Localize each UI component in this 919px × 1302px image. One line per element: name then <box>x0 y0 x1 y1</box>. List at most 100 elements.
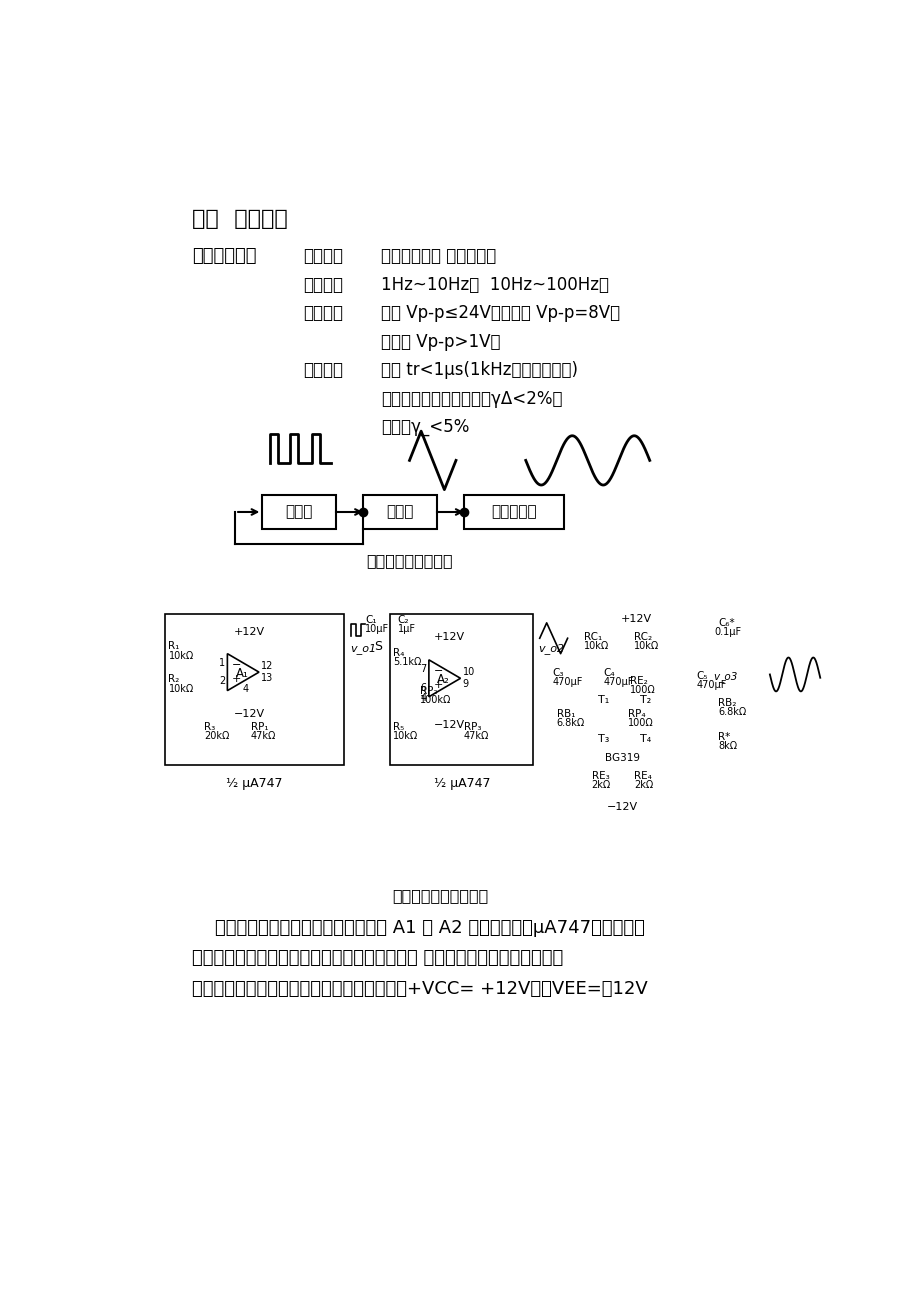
Text: R₄: R₄ <box>392 647 404 658</box>
Text: 47kΩ: 47kΩ <box>463 732 489 741</box>
Text: 正弦波γ_<5%: 正弦波γ_<5% <box>380 418 469 436</box>
Text: ½ μA747: ½ μA747 <box>226 777 282 790</box>
Text: 方波 Vp-p≤24V，三角波 Vp-p=8V，: 方波 Vp-p≤24V，三角波 Vp-p=8V， <box>380 305 619 322</box>
Text: RC₁: RC₁ <box>584 631 601 642</box>
Text: 13: 13 <box>261 673 273 684</box>
Text: 4: 4 <box>243 685 249 694</box>
Text: +12V: +12V <box>433 631 464 642</box>
Text: 2kΩ: 2kΩ <box>633 780 652 790</box>
Text: 9: 9 <box>462 680 469 690</box>
Text: v_o3: v_o3 <box>712 671 737 681</box>
Text: 10kΩ: 10kΩ <box>168 651 194 660</box>
Text: R₂: R₂ <box>168 674 179 685</box>
Text: 方波 tr<1μs(1kHz，最大输出时): 方波 tr<1μs(1kHz，最大输出时) <box>380 361 577 379</box>
Text: 470μF: 470μF <box>603 677 633 686</box>
Text: −: − <box>232 660 241 671</box>
Text: 10μF: 10μF <box>365 624 389 634</box>
Text: 10kΩ: 10kΩ <box>392 732 418 741</box>
Text: RP₄: RP₄ <box>628 710 645 719</box>
Text: −12V: −12V <box>433 720 464 730</box>
Text: 1Hz~10Hz，  10Hz~100Hz；: 1Hz~10Hz， 10Hz~100Hz； <box>380 276 608 293</box>
Text: T₃: T₃ <box>597 734 608 743</box>
Text: 100kΩ: 100kΩ <box>419 695 450 706</box>
Text: 6.8kΩ: 6.8kΩ <box>556 719 584 728</box>
Bar <box>463 495 564 529</box>
Bar <box>363 495 437 529</box>
Text: 2kΩ: 2kΩ <box>591 780 610 790</box>
Text: 频率范围: 频率范围 <box>303 276 343 293</box>
Text: −12V: −12V <box>233 710 265 719</box>
Text: 采用如图所示电路，其中运算放大器 A1 与 A2 用一只双运放μA747，差分放大: 采用如图所示电路，其中运算放大器 A1 与 A2 用一只双运放μA747，差分放… <box>192 918 644 936</box>
Text: RC₂: RC₂ <box>633 631 652 642</box>
Text: R*: R* <box>717 732 730 742</box>
Text: 非线性失真系数：三角波γΔ<2%，: 非线性失真系数：三角波γΔ<2%， <box>380 389 562 408</box>
Bar <box>390 615 533 764</box>
Text: 正弦波 Vp-p>1V；: 正弦波 Vp-p>1V； <box>380 332 500 350</box>
Text: C₂: C₂ <box>397 615 409 625</box>
Text: RE₂: RE₂ <box>630 676 647 686</box>
Text: 6: 6 <box>420 682 426 693</box>
Text: 470μF: 470μF <box>552 677 583 686</box>
Text: BG319: BG319 <box>605 753 640 763</box>
Text: T₁: T₁ <box>597 695 608 706</box>
Text: 12: 12 <box>261 661 273 671</box>
Text: 输出波形: 输出波形 <box>303 247 343 266</box>
Text: A₂: A₂ <box>437 673 449 686</box>
Text: 8kΩ: 8kΩ <box>717 741 736 751</box>
Text: C₄: C₄ <box>603 668 614 678</box>
Text: R₅: R₅ <box>392 723 404 732</box>
Text: C₃: C₃ <box>552 668 563 678</box>
Text: 10kΩ: 10kΩ <box>584 642 608 651</box>
Text: 10kΩ: 10kΩ <box>633 642 659 651</box>
Text: C₁: C₁ <box>365 615 377 625</box>
Text: 470μF: 470μF <box>696 680 726 690</box>
Text: 6.8kΩ: 6.8kΩ <box>717 707 745 717</box>
Text: 100Ω: 100Ω <box>628 719 653 728</box>
Text: 器采用本章第三节设计完成的晶体管单端输入－ 单端输出差分放大器电路。因: 器采用本章第三节设计完成的晶体管单端输入－ 单端输出差分放大器电路。因 <box>192 949 563 967</box>
Text: RE₄: RE₄ <box>633 771 652 781</box>
Text: 1μF: 1μF <box>397 624 415 634</box>
Text: −: − <box>433 667 442 676</box>
Text: 为方波的幅度接近电源电压，所以取电源电压+VCC= +12V，－VEE=－12V: 为方波的幅度接近电源电压，所以取电源电压+VCC= +12V，－VEE=－12V <box>192 980 648 999</box>
Text: 2: 2 <box>219 676 225 686</box>
Text: T₄: T₄ <box>640 734 651 743</box>
Text: 函数发生器组成框图: 函数发生器组成框图 <box>366 553 452 568</box>
Text: R₃: R₃ <box>204 723 215 732</box>
Text: 20kΩ: 20kΩ <box>204 732 229 741</box>
Text: RP₃: RP₃ <box>463 723 481 732</box>
Text: 7: 7 <box>420 664 426 674</box>
Text: 输出电压: 输出电压 <box>303 305 343 322</box>
Text: +: + <box>232 674 241 684</box>
Text: 方波、三角波 、正弦波；: 方波、三角波 、正弦波； <box>380 247 495 266</box>
Text: T₂: T₂ <box>640 695 651 706</box>
Text: 性能指示要求: 性能指示要求 <box>192 247 256 266</box>
Text: ½ μA747: ½ μA747 <box>433 777 490 790</box>
Text: C₆*: C₆* <box>717 618 733 629</box>
Text: 二、  电路设计: 二、 电路设计 <box>192 208 288 229</box>
Text: 波形特性: 波形特性 <box>303 361 343 379</box>
Text: 100Ω: 100Ω <box>630 685 655 695</box>
Text: 4: 4 <box>420 694 426 703</box>
Bar <box>165 615 344 764</box>
Text: v_o2: v_o2 <box>538 643 563 654</box>
Text: RP₂: RP₂ <box>419 686 437 697</box>
Text: 5.1kΩ: 5.1kΩ <box>392 656 421 667</box>
Text: C₅: C₅ <box>696 671 707 681</box>
Text: 积分器: 积分器 <box>386 504 413 519</box>
Text: S: S <box>374 639 382 652</box>
Bar <box>262 495 335 529</box>
Text: 47kΩ: 47kΩ <box>250 732 276 741</box>
Text: RE₃: RE₃ <box>591 771 608 781</box>
Text: +12V: +12V <box>233 628 265 638</box>
Text: RB₂: RB₂ <box>717 698 735 707</box>
Text: RB₁: RB₁ <box>556 710 574 719</box>
Text: +: + <box>433 680 442 690</box>
Text: −12V: −12V <box>607 802 638 811</box>
Text: 差分放大器: 差分放大器 <box>491 504 537 519</box>
Text: +12V: +12V <box>620 615 652 625</box>
Text: RP₁: RP₁ <box>250 723 268 732</box>
Text: 10: 10 <box>462 667 474 677</box>
Text: R₁: R₁ <box>168 642 179 651</box>
Text: 函数发生器实验电路图: 函数发生器实验电路图 <box>391 888 488 902</box>
Text: 比较器: 比较器 <box>285 504 312 519</box>
